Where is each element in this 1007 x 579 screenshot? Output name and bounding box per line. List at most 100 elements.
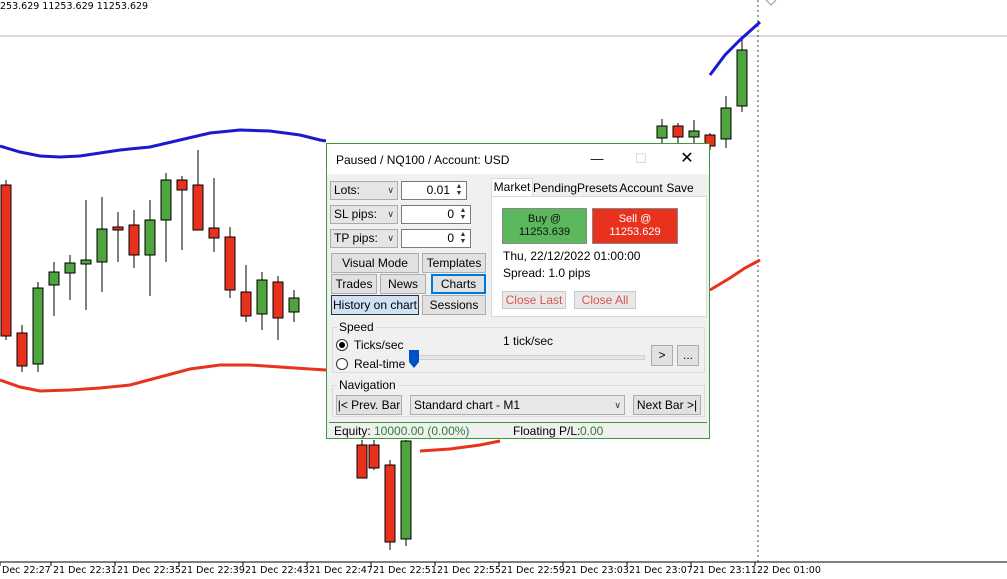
lower-band-line (0, 258, 761, 453)
ticks-radio[interactable] (336, 339, 348, 351)
bullish-candle (288, 297, 300, 313)
realtime-radio[interactable] (336, 358, 348, 370)
bullish-candle (160, 179, 172, 221)
bearish-candle (672, 125, 684, 138)
chevron-down-icon: ∨ (614, 400, 621, 410)
lots-input[interactable]: 0.01 ▲ ▼ (401, 181, 467, 200)
sell-button[interactable]: Sell @ 11253.629 (592, 208, 678, 244)
chevron-down-icon: ∨ (387, 185, 394, 195)
lots-combo[interactable]: Lots: ∨ (330, 181, 398, 200)
trades-button[interactable]: Trades (331, 274, 377, 294)
sell-label: Sell @ (618, 213, 652, 225)
bullish-candle (144, 219, 156, 256)
bearish-candle (112, 226, 124, 231)
sell-price: 11253.629 (609, 226, 661, 238)
sessions-button[interactable]: Sessions (422, 295, 486, 315)
time-axis-label: 21 Dec 23:03 (565, 565, 629, 576)
charts-button[interactable]: Charts (431, 274, 486, 294)
bearish-candle (384, 464, 396, 543)
time-axis-label: 21 Dec 23:11 (693, 565, 757, 576)
news-button[interactable]: News (380, 274, 426, 294)
bearish-candle (224, 236, 236, 291)
speed-slider-thumb[interactable] (408, 349, 420, 369)
equity-value: 10000.00 (0.00%) (374, 424, 470, 438)
play-button[interactable]: > (651, 345, 673, 366)
speed-slider-track[interactable] (411, 355, 645, 360)
bearish-candle (0, 184, 12, 337)
tp-combo[interactable]: TP pips: ∨ (330, 229, 398, 248)
realtime-label: Real-time (354, 357, 406, 371)
time-axis-label: 21 Dec 22:35 (117, 565, 181, 576)
chart-type-select[interactable]: Standard chart - M1 ∨ (410, 395, 625, 415)
minimize-icon[interactable]: — (590, 151, 604, 166)
time-axis-label: 21 Dec 22:55 (437, 565, 501, 576)
time-axis-label: 21 Dec 22:31 (53, 565, 117, 576)
bearish-candle (176, 179, 188, 191)
spinner-icon[interactable]: ▲ ▼ (459, 231, 467, 245)
market-panel: Buy @ 11253.639 Sell @ 11253.629 Thu, 22… (491, 196, 707, 317)
bullish-candle (400, 440, 412, 540)
close-icon[interactable]: ✕ (680, 150, 694, 167)
buy-button[interactable]: Buy @ 11253.639 (502, 208, 587, 244)
time-axis-label: 21 Dec 22:43 (245, 565, 309, 576)
time-axis-label: 22 Dec 01:00 (757, 565, 821, 576)
tab-account[interactable]: Account (619, 181, 663, 195)
bullish-candle (256, 279, 268, 315)
sl-label: SL pips: (334, 207, 377, 221)
server-datetime: Thu, 22/12/2022 01:00:00 (503, 249, 641, 263)
tp-value: 0 (447, 231, 454, 245)
bearish-candle (704, 134, 716, 147)
templates-button[interactable]: Templates (422, 253, 486, 273)
spinner-icon[interactable]: ▲ ▼ (459, 207, 467, 221)
bearish-candle (128, 224, 140, 256)
bearish-candle (272, 281, 284, 319)
bullish-candle (96, 228, 108, 263)
upper-band-line (0, 20, 762, 159)
bearish-candle (208, 227, 220, 239)
speed-label: Speed (337, 320, 376, 334)
buy-label: Buy @ (527, 213, 562, 225)
more-button[interactable]: ... (677, 345, 699, 366)
dialog-titlebar[interactable]: Paused / NQ100 / Account: USD — ☐ ✕ (327, 144, 709, 174)
navigation-label: Navigation (337, 378, 398, 392)
close-all-button[interactable]: Close All (574, 291, 636, 309)
bullish-candle (688, 130, 700, 138)
buy-price: 11253.639 (518, 226, 571, 238)
tab-presets[interactable]: Presets (577, 181, 618, 195)
tab-save[interactable]: Save (666, 181, 694, 195)
chevron-down-icon: ∨ (387, 209, 394, 219)
dialog-title: Paused / NQ100 / Account: USD (336, 153, 510, 167)
tp-input[interactable]: 0 ▲ ▼ (401, 229, 471, 248)
sl-value: 0 (447, 207, 454, 221)
chart-type-value: Standard chart - M1 (414, 398, 521, 412)
tp-label: TP pips: (334, 231, 378, 245)
spinner-icon[interactable]: ▲ ▼ (455, 183, 463, 197)
tab-pending[interactable]: Pending (533, 181, 578, 195)
maximize-icon: ☐ (635, 151, 647, 166)
close-last-button[interactable]: Close Last (502, 291, 566, 309)
lots-value: 0.01 (426, 183, 450, 197)
next-bar-button[interactable]: Next Bar >| (633, 395, 701, 415)
bullish-candle (48, 271, 60, 286)
ohlc-readout: 253.629 11253.629 11253.629 (0, 1, 149, 12)
bullish-candle (80, 259, 92, 265)
sl-input[interactable]: 0 ▲ ▼ (401, 205, 471, 224)
history-on-chart-button[interactable]: History on chart (331, 295, 419, 315)
prev-bar-button[interactable]: |< Prev. Bar (336, 395, 402, 415)
tab-market[interactable]: Market (491, 178, 533, 198)
time-axis-label: 21 Dec 22:47 (309, 565, 373, 576)
time-axis-label: 21 Dec 22:51 (373, 565, 437, 576)
strategy-tester-dialog: Paused / NQ100 / Account: USD — ☐ ✕ Lots… (326, 143, 710, 439)
bullish-candle (736, 49, 748, 107)
floating-label: Floating P/L: (513, 424, 581, 438)
bearish-candle (192, 184, 204, 231)
bearish-candle (368, 444, 380, 469)
navigation-group (332, 385, 705, 417)
bullish-candle (64, 262, 76, 274)
bullish-candle (720, 107, 732, 140)
bearish-candle (356, 444, 368, 479)
sl-combo[interactable]: SL pips: ∨ (330, 205, 398, 224)
visual-mode-button[interactable]: Visual Mode (331, 253, 419, 273)
shift-marker-icon (765, 0, 777, 6)
